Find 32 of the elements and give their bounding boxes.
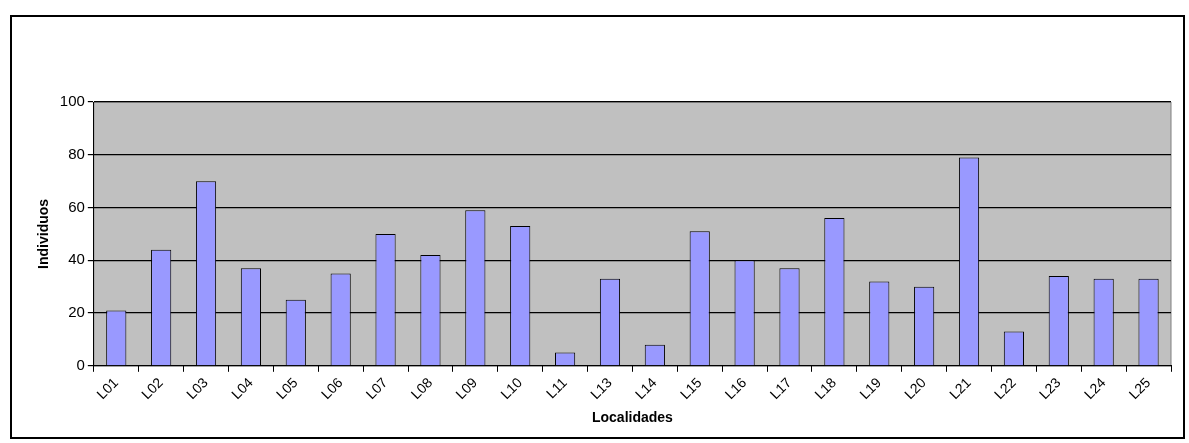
x-tick-label: L04	[227, 374, 256, 403]
x-tick-label: L19	[856, 374, 885, 403]
x-tick-label: L10	[497, 374, 526, 403]
x-tick-label: L15	[676, 374, 705, 403]
x-tick-label: L23	[1035, 374, 1064, 403]
x-tick-label: L01	[93, 374, 122, 403]
x-axis-title: Localidades	[591, 409, 674, 426]
x-tick-label: L09	[452, 374, 481, 403]
x-tick-label: L02	[138, 374, 167, 403]
x-tick-label: L07	[362, 374, 391, 403]
x-tick-label: L21	[946, 374, 975, 403]
x-tick-label: L24	[1080, 374, 1109, 403]
y-tick-label: 60	[68, 197, 85, 215]
x-tick-label: L14	[631, 374, 660, 403]
y-tick-label: 80	[68, 144, 85, 162]
x-tick-label: L05	[272, 374, 301, 403]
x-tick-label: L11	[542, 374, 571, 402]
y-tick-label: 40	[68, 250, 85, 268]
x-tick-label: L17	[766, 374, 795, 403]
y-tick-label: 100	[59, 92, 85, 110]
x-tick-label: L20	[901, 374, 930, 403]
x-tick-label: L08	[407, 374, 436, 403]
x-tick-label: L25	[1125, 374, 1154, 403]
x-tick-label: L22	[990, 374, 1019, 403]
x-tick-label: L16	[721, 374, 750, 403]
y-axis-title: Individuos	[35, 198, 52, 269]
y-tick-label: 0	[76, 355, 85, 373]
x-tick-label: L03	[183, 374, 212, 403]
y-tick-label: 20	[68, 303, 85, 321]
x-tick-label: L06	[317, 374, 346, 403]
x-tick-label: L13	[586, 374, 615, 403]
x-tick-label: L18	[811, 374, 840, 403]
